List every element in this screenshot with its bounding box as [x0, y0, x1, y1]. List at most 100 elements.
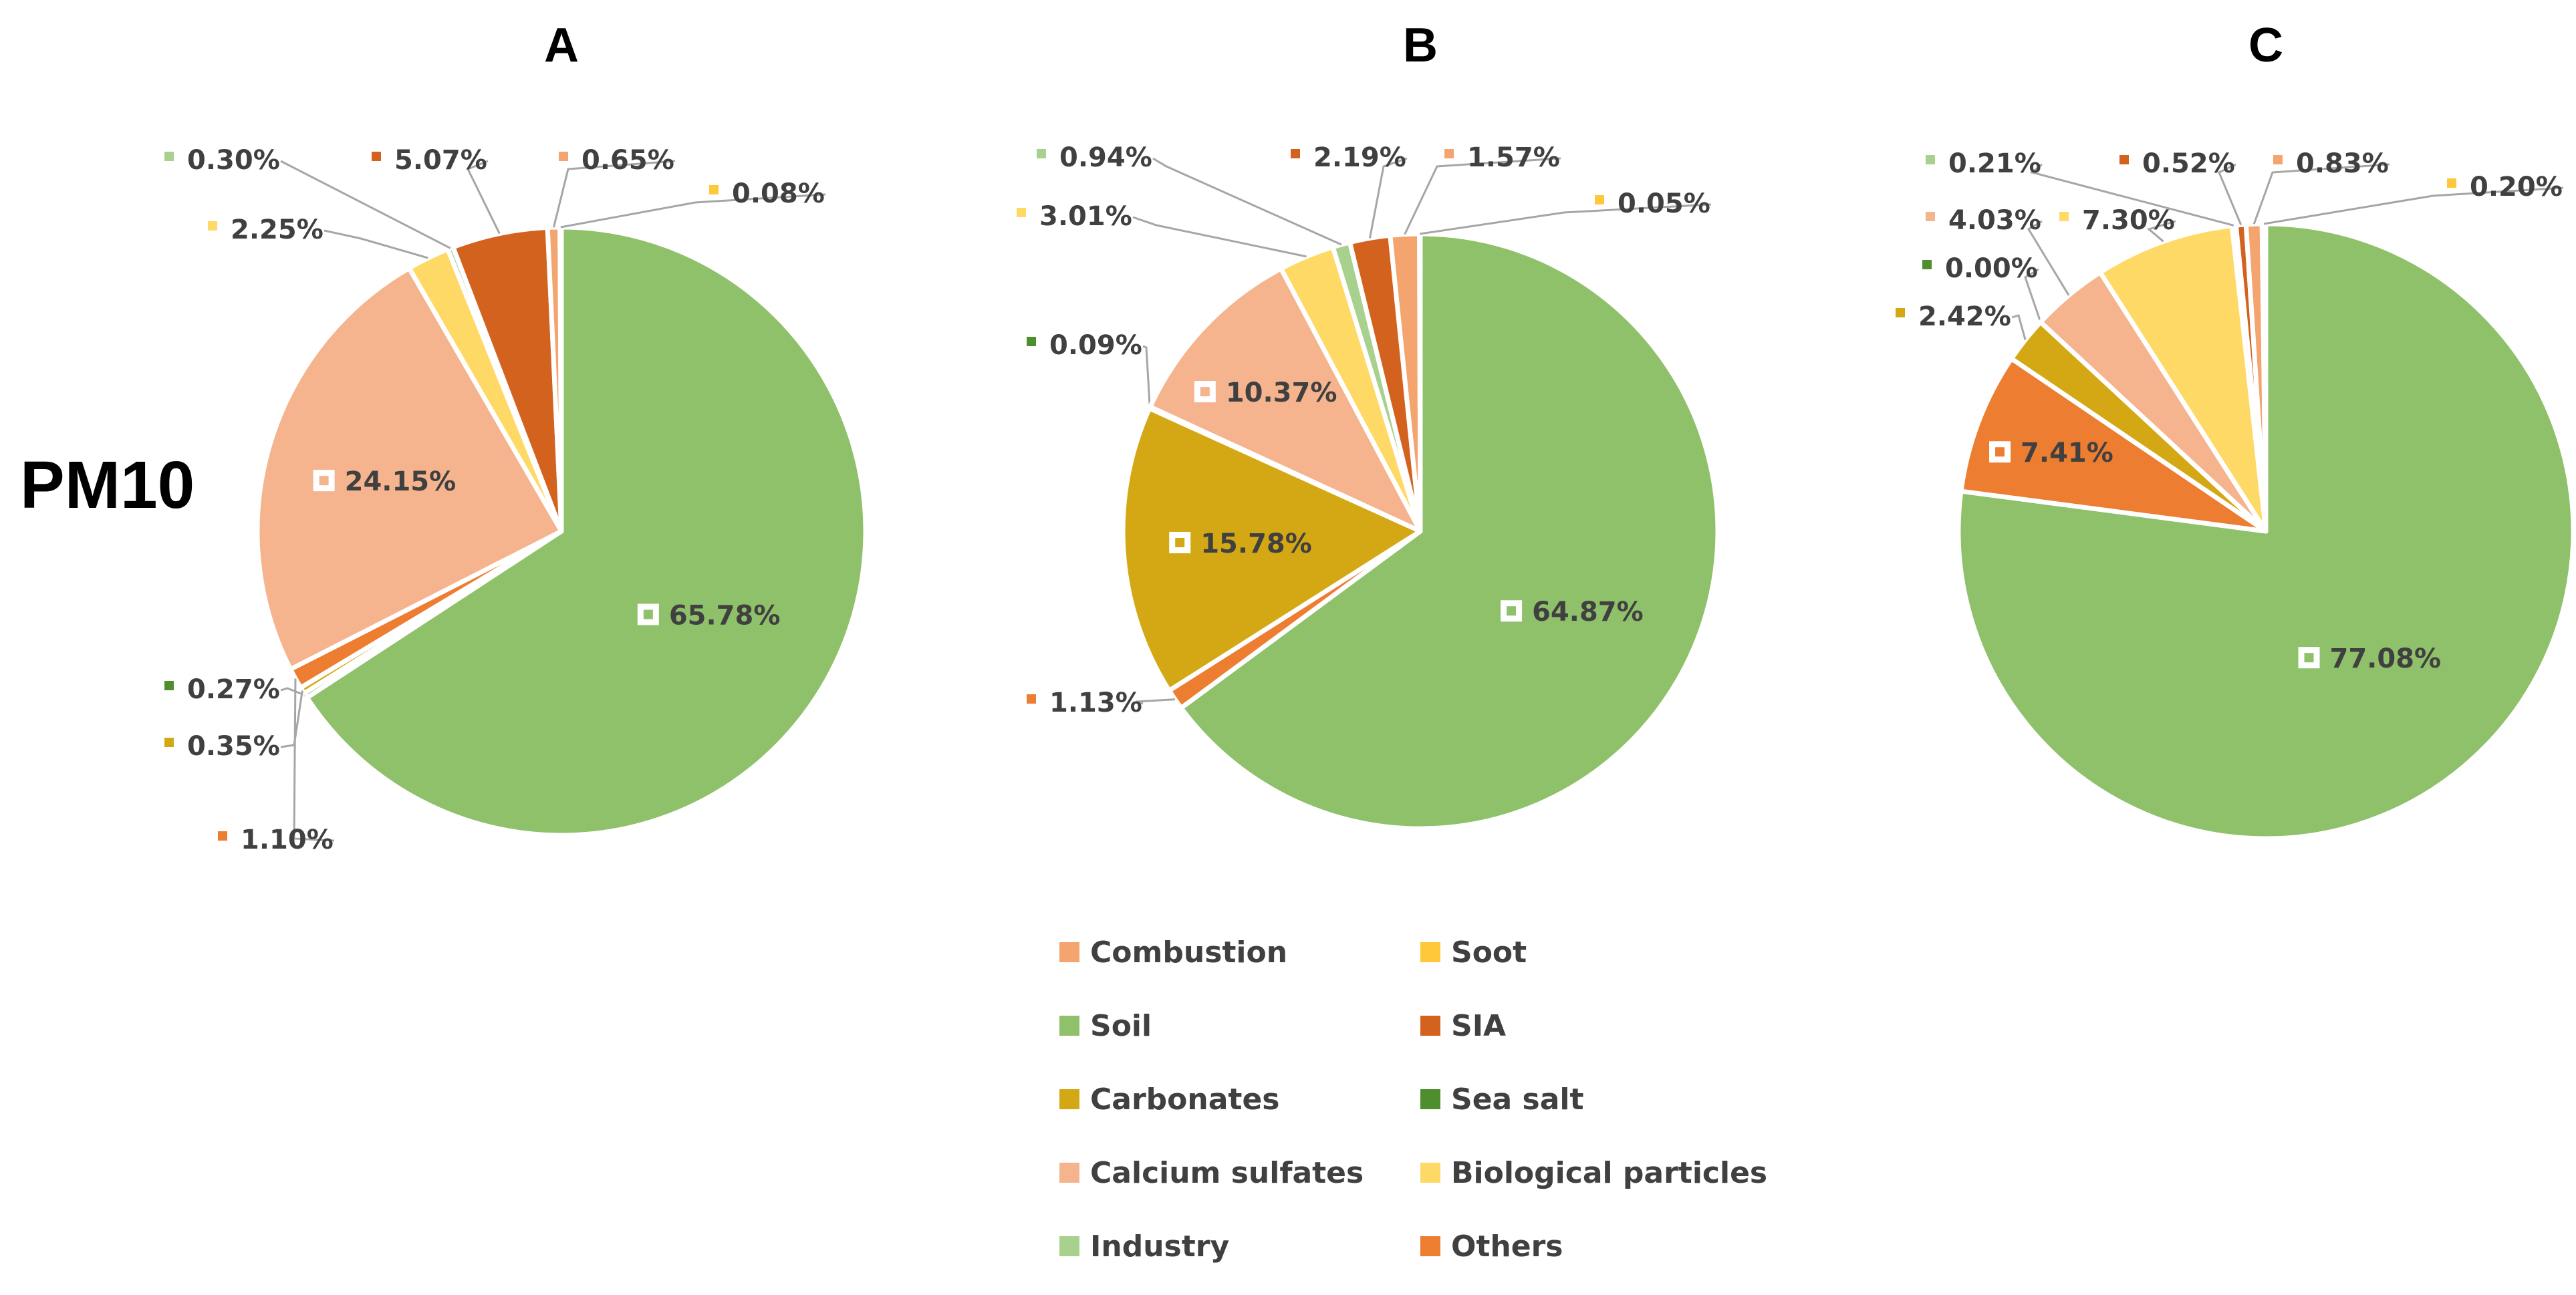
chart-title-b: B [1403, 19, 1438, 72]
label-key-sia [2119, 155, 2129, 164]
label-key-fill-others [1995, 447, 2005, 457]
label-key-fill-carbonates [1175, 537, 1185, 547]
data-label-soil: 65.78% [669, 601, 781, 631]
legend-swatch-combustion [1059, 942, 1079, 962]
data-label-biological-particles: 3.01% [1039, 201, 1132, 232]
legend-swatch-soil [1059, 1016, 1079, 1036]
data-label-calcium-sulfates: 10.37% [1226, 378, 1337, 408]
label-key-sea-salt [1922, 260, 1932, 269]
data-label-sia: 2.19% [1313, 142, 1406, 173]
data-label-soot: 0.20% [2470, 172, 2563, 202]
label-key-fill-calcium-sulfates [319, 476, 329, 486]
label-key-combustion [559, 152, 568, 161]
label-key-fill-soil [643, 609, 653, 619]
pie-chart-c: C 77.08% 7.41% 2.42% 0.00% 4.03% 7.30% 0.21% 0.5… [1896, 19, 2576, 841]
leader-line-others [1136, 698, 1176, 705]
pie-slice-carbonates [1120, 406, 1423, 693]
pie-slice-biological-particles [2097, 223, 2269, 534]
data-label-soot: 0.05% [1618, 188, 1710, 219]
data-label-sia: 0.52% [2142, 148, 2235, 179]
label-key-fill-calcium-sulfates [1200, 387, 1210, 397]
label-key-carbonates [164, 738, 174, 747]
data-label-biological-particles: 2.25% [231, 214, 324, 245]
legend-label-sia: SIA [1451, 1009, 1506, 1043]
pie-slice-soil [304, 225, 868, 838]
legend-swatch-biological-particles [1420, 1163, 1440, 1183]
label-key-soot [1595, 195, 1604, 204]
legend-swatch-calcium-sulfates [1059, 1163, 1079, 1183]
data-label-carbonates: 0.35% [187, 731, 280, 762]
label-key-calcium-sulfates [1926, 212, 1935, 221]
label-key-carbonates [1896, 308, 1905, 317]
leader-line-calcium-sulfates [2027, 220, 2070, 296]
leader-line-carbonates [2011, 314, 2027, 340]
legend-swatch-carbonates [1059, 1089, 1079, 1109]
row-label-pm10: PM10 [20, 448, 195, 523]
data-label-combustion: 0.65% [582, 145, 674, 176]
leader-line-industry [280, 160, 451, 249]
legend-item-sia: SIA [1420, 1009, 1506, 1043]
leader-line-combustion [1404, 157, 1561, 235]
data-label-industry: 0.30% [187, 145, 280, 176]
label-key-sea-salt [164, 681, 174, 690]
label-key-sia [1291, 149, 1300, 158]
legend-label-combustion: Combustion [1090, 936, 1287, 970]
pie-slice-calcium-sulfates [1148, 266, 1423, 534]
label-key-soot [2447, 178, 2456, 188]
label-key-industry [164, 152, 174, 161]
label-key-sia [372, 152, 381, 161]
legend-swatch-sea-salt [1420, 1089, 1440, 1109]
label-key-industry [1037, 149, 1046, 158]
legend-item-sea-salt: Sea salt [1420, 1083, 1584, 1117]
data-label-others: 1.13% [1049, 688, 1142, 718]
data-label-soil: 77.08% [2330, 643, 2442, 674]
leader-line-industry [2029, 163, 2234, 227]
pie-slice-others [1958, 356, 2269, 534]
label-key-carbonates [1169, 531, 1191, 553]
pie-charts: A 65.78% 0.27% 0.35% 1.10% 24.15% 2.25% 0.30% 5.… [164, 19, 2576, 855]
legend-item-others: Others [1420, 1230, 1563, 1264]
leader-line-soot [1420, 203, 1712, 235]
legend-swatch-industry [1059, 1236, 1079, 1256]
pie-chart-b: B 64.87% 1.13% 15.78% 0.09% 10.37% 3.01% 0.94% 2… [1017, 19, 1720, 831]
data-label-others: 7.41% [2021, 438, 2113, 468]
leader-line-biological-particles [324, 229, 428, 259]
legend-item-carbonates: Carbonates [1059, 1083, 1280, 1117]
legend-swatch-sia [1420, 1016, 1440, 1036]
legend-swatch-others [1420, 1236, 1440, 1256]
label-key-others [1027, 694, 1036, 704]
data-label-calcium-sulfates: 24.15% [345, 466, 457, 497]
chart-title-c: C [2248, 19, 2283, 72]
label-key-combustion [1444, 149, 1454, 158]
leader-line-sia [2218, 163, 2242, 226]
data-label-industry: 0.94% [1059, 142, 1152, 173]
legend-item-soil: Soil [1059, 1009, 1152, 1043]
label-key-biological-particles [1017, 208, 1026, 217]
leader-line-others [293, 678, 335, 842]
label-key-soot [709, 185, 719, 194]
leader-line-sia [466, 160, 501, 235]
label-key-biological-particles [208, 221, 217, 231]
leader-line-sea-salt [2024, 268, 2042, 323]
leader-line-sea-salt [1142, 345, 1151, 408]
leader-line-soot [560, 193, 826, 229]
legend-item-industry: Industry [1059, 1230, 1229, 1264]
data-label-calcium-sulfates: 4.03% [1948, 205, 2041, 236]
pie-slice-soot [557, 225, 564, 534]
legend-item-soot: Soot [1420, 936, 1527, 970]
label-key-fill-soil [2304, 653, 2314, 663]
data-label-combustion: 1.57% [1467, 142, 1560, 173]
legend-label-others: Others [1451, 1230, 1563, 1264]
chart-title-a: A [544, 19, 579, 72]
legend-label-sea-salt: Sea salt [1451, 1083, 1584, 1117]
legend-item-biological-particles: Biological particles [1420, 1156, 1767, 1190]
label-key-sea-salt [1027, 337, 1036, 346]
leader-line-industry [1152, 157, 1342, 246]
label-key-combustion [2273, 155, 2283, 164]
legend-label-industry: Industry [1090, 1230, 1229, 1264]
leader-line-sia [1368, 157, 1408, 239]
data-label-industry: 0.21% [1948, 148, 2041, 179]
pie-chart-a: A 65.78% 0.27% 0.35% 1.10% 24.15% 2.25% 0.30% 5.… [164, 19, 868, 855]
leader-line-combustion [552, 160, 676, 228]
data-label-sea-salt: 0.00% [1945, 253, 2038, 284]
